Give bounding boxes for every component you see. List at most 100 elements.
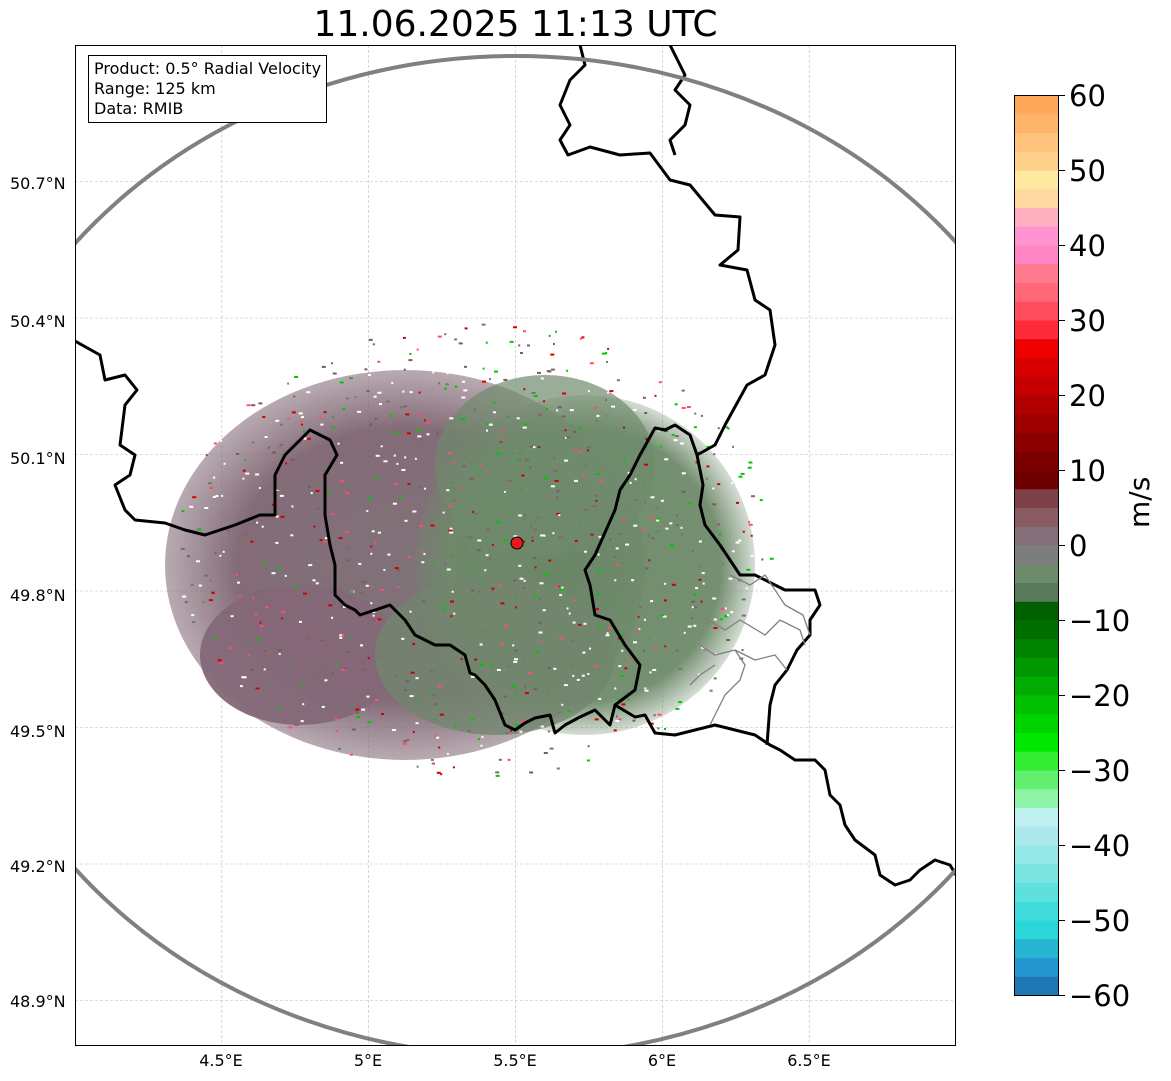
echo-pixel — [472, 497, 474, 500]
echo-pixel — [698, 565, 701, 568]
echo-pixel — [664, 599, 667, 602]
echo-pixel — [196, 560, 200, 563]
echo-pixel — [344, 667, 347, 670]
echo-pixel — [366, 510, 369, 513]
echo-pixel — [547, 730, 550, 733]
echo-pixel — [503, 539, 508, 542]
echo-pixel — [513, 660, 518, 663]
echo-pixel — [523, 388, 526, 391]
radar-site-marker[interactable] — [510, 536, 524, 550]
echo-pixel — [597, 569, 601, 572]
echo-pixel — [271, 572, 276, 575]
echo-pixel — [379, 403, 382, 406]
echo-pixel — [242, 477, 245, 480]
colorbar-segment — [1014, 95, 1059, 115]
echo-pixel — [549, 747, 554, 750]
echo-pixel — [579, 427, 582, 430]
echo-pixel — [265, 606, 269, 609]
echo-pixel — [687, 625, 692, 628]
echo-pixel — [449, 417, 454, 420]
echo-pixel — [769, 557, 774, 560]
echo-pixel — [276, 707, 280, 710]
colorbar-segment — [1014, 526, 1059, 546]
echo-pixel — [596, 593, 600, 595]
echo-pixel — [331, 426, 335, 429]
colorbar-segment — [1014, 433, 1059, 453]
echo-pixel — [319, 416, 322, 419]
colorbar-tick-label: 40 — [1069, 229, 1106, 263]
echo-pixel — [554, 480, 559, 482]
echo-pixel — [576, 678, 580, 681]
echo-pixel — [550, 368, 555, 371]
echo-pixel — [506, 416, 510, 419]
radar-map[interactable] — [75, 45, 956, 1046]
colorbar-segment — [1014, 676, 1059, 696]
echo-pixel — [551, 602, 554, 604]
echo-pixel — [759, 499, 763, 502]
echo-pixel — [470, 675, 475, 678]
echo-pixel — [557, 406, 562, 409]
echo-pixel — [594, 665, 599, 668]
echo-pixel — [674, 403, 678, 406]
echo-pixel — [239, 685, 243, 688]
echo-pixel — [616, 379, 620, 382]
echo-pixel — [491, 587, 495, 590]
echo-pixel — [595, 494, 598, 497]
lat-tick-label: 50.1°N — [10, 449, 66, 468]
echo-pixel — [398, 356, 401, 359]
echo-pixel — [617, 532, 621, 535]
echo-pixel — [588, 374, 592, 377]
echo-pixel — [261, 525, 264, 528]
product-info-box: Product: 0.5° Radial Velocity Range: 125… — [88, 55, 328, 123]
echo-pixel — [509, 729, 512, 732]
echo-pixel — [286, 391, 291, 394]
echo-pixel — [515, 460, 518, 462]
echo-pixel — [416, 765, 419, 768]
echo-pixel — [521, 474, 525, 477]
echo-pixel — [543, 752, 548, 754]
echo-pixel — [608, 739, 613, 742]
echo-pixel — [454, 338, 458, 341]
echo-pixel — [701, 646, 705, 649]
echo-pixel — [392, 502, 397, 505]
echo-pixel — [496, 521, 501, 524]
colorbar-segment — [1014, 620, 1059, 640]
echo-pixel — [536, 516, 541, 519]
colorbar-segment — [1014, 751, 1059, 771]
echo-pixel — [241, 676, 246, 679]
echo-pixel — [610, 545, 614, 548]
echo-pixel — [480, 464, 483, 467]
echo-pixel — [720, 607, 725, 610]
echo-pixel — [489, 378, 491, 381]
echo-pixel — [324, 679, 328, 682]
echo-pixel — [673, 439, 678, 442]
echo-pixel — [529, 466, 532, 469]
colorbar-segment — [1014, 845, 1059, 865]
echo-pixel — [255, 687, 260, 690]
echo-pixel — [638, 628, 641, 631]
echo-pixel — [583, 550, 587, 553]
echo-pixel — [339, 636, 343, 639]
echo-pixel — [273, 555, 276, 558]
echo-pixel — [342, 618, 346, 621]
echo-pixel — [627, 471, 631, 474]
echo-pixel — [438, 382, 441, 385]
echo-pixel — [506, 753, 511, 756]
echo-pixel — [607, 391, 610, 394]
echo-pixel — [748, 461, 753, 464]
echo-pixel — [366, 389, 370, 392]
echo-pixel — [519, 577, 524, 580]
colorbar-segment — [1014, 564, 1059, 584]
echo-pixel — [211, 591, 215, 594]
echo-pixel — [607, 347, 610, 350]
echo-pixel — [310, 492, 313, 495]
echo-pixel — [671, 434, 675, 436]
echo-pixel — [450, 615, 453, 618]
country-borders — [75, 45, 956, 887]
echo-pixel — [659, 445, 662, 448]
echo-pixel — [675, 649, 679, 652]
province-borders — [689, 574, 811, 726]
echo-pixel — [615, 720, 620, 722]
echo-pixel — [331, 416, 334, 419]
echo-pixel — [189, 505, 194, 508]
